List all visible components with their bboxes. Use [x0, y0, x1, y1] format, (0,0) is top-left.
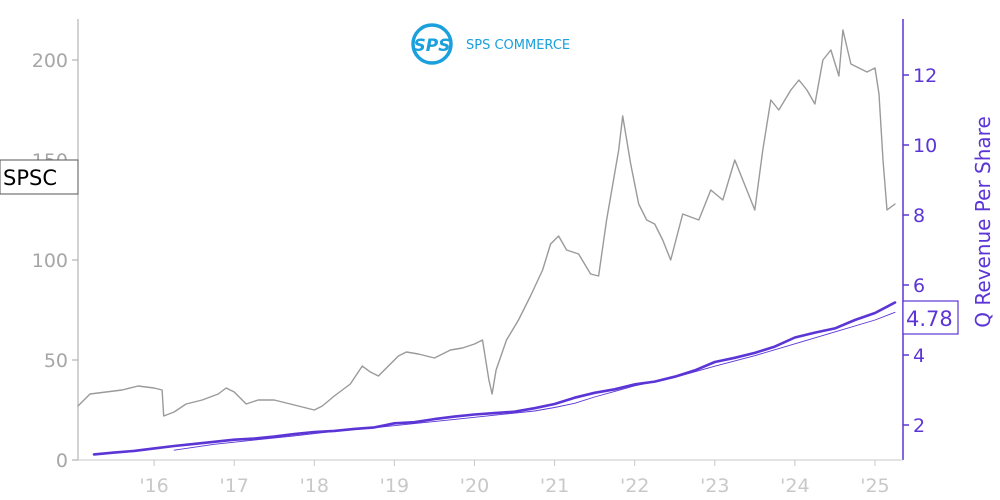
sps-commerce-logo: SPS SPS COMMERCE — [411, 23, 570, 65]
ticker-label-box: SPSC — [0, 159, 79, 195]
right-tick-label: 2 — [913, 415, 925, 437]
price-line — [77, 29, 896, 417]
current-value-label: 4.78 — [906, 307, 953, 331]
right-tick-label: 12 — [913, 65, 937, 87]
logo-circle-icon — [411, 23, 453, 65]
left-axis-ticks: 050100150200 — [32, 50, 78, 472]
right-tick-label: 10 — [913, 135, 937, 157]
x-tick-label: '16 — [139, 475, 168, 497]
left-tick-label: 50 — [44, 350, 68, 372]
logo-brand-text: SPS COMMERCE — [466, 38, 570, 53]
x-tick-label: '19 — [380, 475, 409, 497]
right-tick-label: 8 — [913, 205, 925, 227]
left-tick-label: 0 — [56, 450, 68, 472]
right-axis-label: Q Revenue Per Share — [971, 116, 995, 328]
x-tick-label: '25 — [860, 475, 889, 497]
left-tick-label: 100 — [32, 250, 68, 272]
current-value-box: 4.78 — [902, 300, 959, 335]
left-tick-label: 200 — [32, 50, 68, 72]
revenue-line — [92, 301, 897, 456]
x-tick-label: '23 — [700, 475, 729, 497]
series-layer — [77, 29, 897, 456]
x-tick-label: '22 — [620, 475, 649, 497]
logo-mark: SPS — [414, 36, 451, 56]
x-tick-label: '21 — [540, 475, 569, 497]
ticker-label-border — [0, 159, 79, 195]
x-axis-ticks: '16 '17 '18 '19 '20 '21 '22 '23 '24 '25 — [139, 460, 890, 497]
right-tick-label: 6 — [913, 275, 925, 297]
x-tick-label: '24 — [780, 475, 809, 497]
revenue-trend-line — [173, 311, 896, 451]
ticker-label: SPSC — [3, 166, 57, 190]
x-tick-label: '20 — [460, 475, 489, 497]
right-axis-ticks: 2 4 6 8 10 12 — [903, 65, 937, 437]
right-tick-label: 4 — [913, 345, 925, 367]
x-tick-label: '17 — [219, 475, 248, 497]
x-tick-label: '18 — [300, 475, 329, 497]
current-value-border — [902, 300, 959, 335]
